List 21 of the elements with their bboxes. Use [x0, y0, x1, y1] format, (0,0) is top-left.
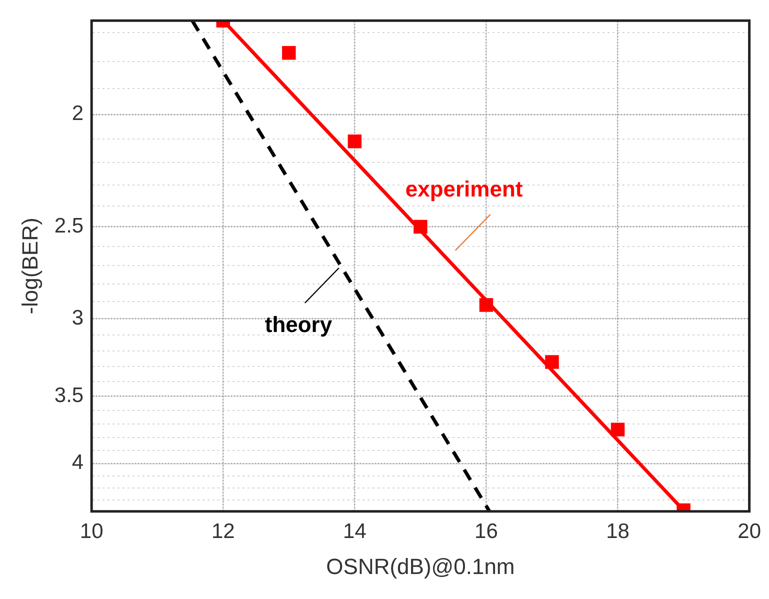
- y-axis-title: -log(BER): [17, 218, 42, 314]
- point: [610, 422, 625, 436]
- y-tick-label: 2.5: [54, 214, 84, 238]
- point: [348, 134, 362, 148]
- x-tick-label: 12: [211, 520, 235, 543]
- x-tick-label: 10: [80, 520, 104, 543]
- y-tick-label: 4: [72, 451, 84, 474]
- point: [414, 220, 428, 234]
- y-tick-label: 3: [72, 306, 84, 330]
- x-tick-label: 16: [474, 520, 498, 543]
- x-tick-label: 18: [606, 520, 630, 543]
- y-tick-label: 2: [72, 102, 84, 126]
- legend-label: theory: [264, 312, 333, 338]
- point: [282, 46, 296, 60]
- y-tick-label: 3.5: [54, 384, 84, 407]
- series-label: experiment: [405, 176, 524, 202]
- x-axis-title: OSNR(dB)@0.1nm: [326, 554, 515, 579]
- point: [545, 355, 559, 369]
- x-tick-label: 14: [343, 520, 367, 543]
- x-tick-label: 20: [738, 520, 761, 543]
- point: [479, 298, 494, 312]
